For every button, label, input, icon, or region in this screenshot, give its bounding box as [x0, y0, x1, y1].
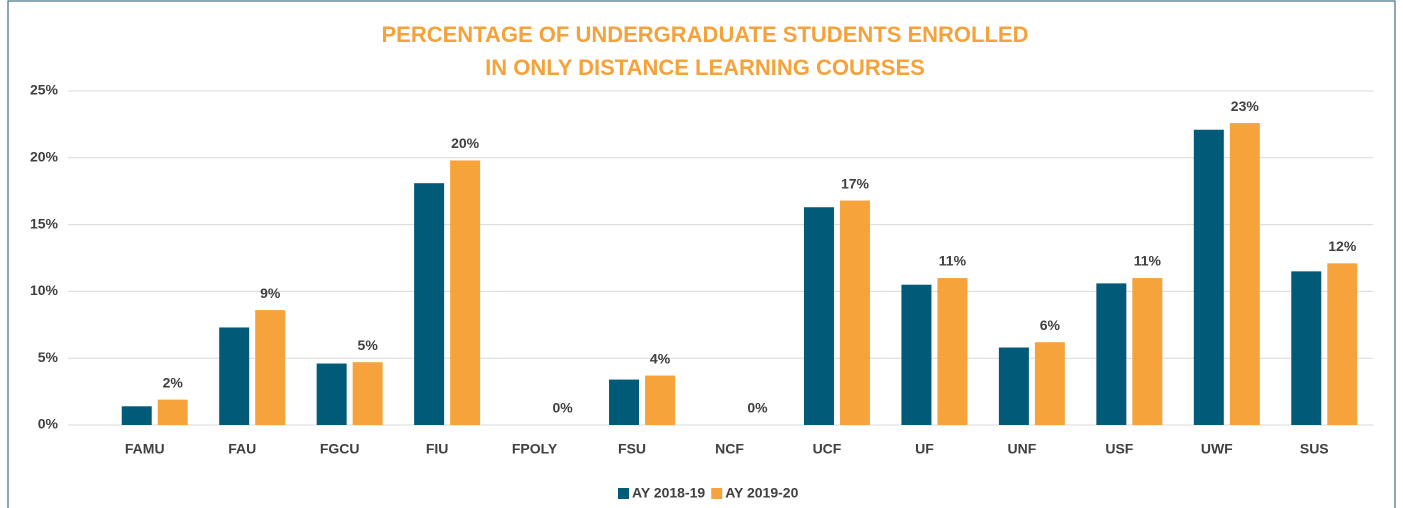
bar	[352, 362, 383, 425]
bar	[645, 375, 676, 425]
bar	[316, 363, 347, 425]
x-tick-label: UF	[915, 441, 934, 457]
value-label: 9%	[260, 285, 281, 301]
y-tick-label: 0%	[38, 416, 59, 432]
x-tick-label: USF	[1105, 441, 1133, 457]
frame	[7, 0, 1396, 508]
x-tick-label: NCF	[715, 441, 744, 457]
value-label: 20%	[451, 135, 480, 151]
bar	[1132, 278, 1163, 425]
x-tick-label: FAMU	[125, 441, 165, 457]
bar	[450, 160, 481, 426]
y-tick-label: 20%	[30, 149, 59, 165]
legend-label: AY 2019-20	[725, 485, 798, 501]
bar	[414, 183, 445, 425]
value-label: 12%	[1328, 238, 1357, 254]
bar	[1327, 263, 1358, 425]
legend-swatch	[618, 488, 629, 499]
legend-label: AY 2018-19	[632, 485, 705, 501]
x-tick-label: SUS	[1300, 441, 1329, 457]
value-label: 2%	[163, 374, 184, 390]
bar	[839, 200, 870, 425]
bar	[157, 399, 188, 425]
x-tick-label: FIU	[426, 441, 449, 457]
value-label: 0%	[747, 400, 768, 416]
value-label: 4%	[650, 350, 671, 366]
x-tick-label: FSU	[618, 441, 646, 457]
value-label: 5%	[358, 337, 379, 353]
y-tick-label: 10%	[30, 282, 59, 298]
bar	[1193, 129, 1224, 425]
value-label: 23%	[1231, 98, 1260, 114]
x-tick-label: FAU	[228, 441, 256, 457]
bar	[255, 310, 286, 425]
bar	[1034, 342, 1065, 425]
x-tick-label: UNF	[1007, 441, 1036, 457]
bar	[609, 379, 640, 425]
y-tick-label: 25%	[30, 82, 59, 98]
bar	[937, 278, 968, 425]
value-label: 6%	[1040, 317, 1061, 333]
bar	[1291, 271, 1322, 425]
bar	[219, 327, 250, 425]
chart-title: PERCENTAGE OF UNDERGRADUATE STUDENTS ENR…	[382, 22, 1029, 47]
bar	[901, 284, 932, 425]
chart-title: IN ONLY DISTANCE LEARNING COURSES	[485, 55, 925, 80]
bar	[998, 347, 1029, 425]
value-label: 11%	[939, 253, 967, 269]
bar	[803, 207, 834, 425]
bar	[1096, 283, 1127, 425]
x-tick-label: FPOLY	[512, 441, 558, 457]
y-tick-label: 5%	[38, 349, 59, 365]
x-tick-label: FGCU	[320, 441, 360, 457]
x-tick-label: UCF	[813, 441, 842, 457]
legend-swatch	[711, 488, 723, 499]
x-tick-label: UWF	[1201, 441, 1233, 457]
value-label: 17%	[841, 175, 870, 191]
bar	[121, 406, 152, 425]
y-tick-label: 15%	[30, 215, 59, 231]
value-label: 0%	[552, 400, 573, 416]
value-label: 11%	[1134, 253, 1162, 269]
bar	[1229, 123, 1260, 426]
